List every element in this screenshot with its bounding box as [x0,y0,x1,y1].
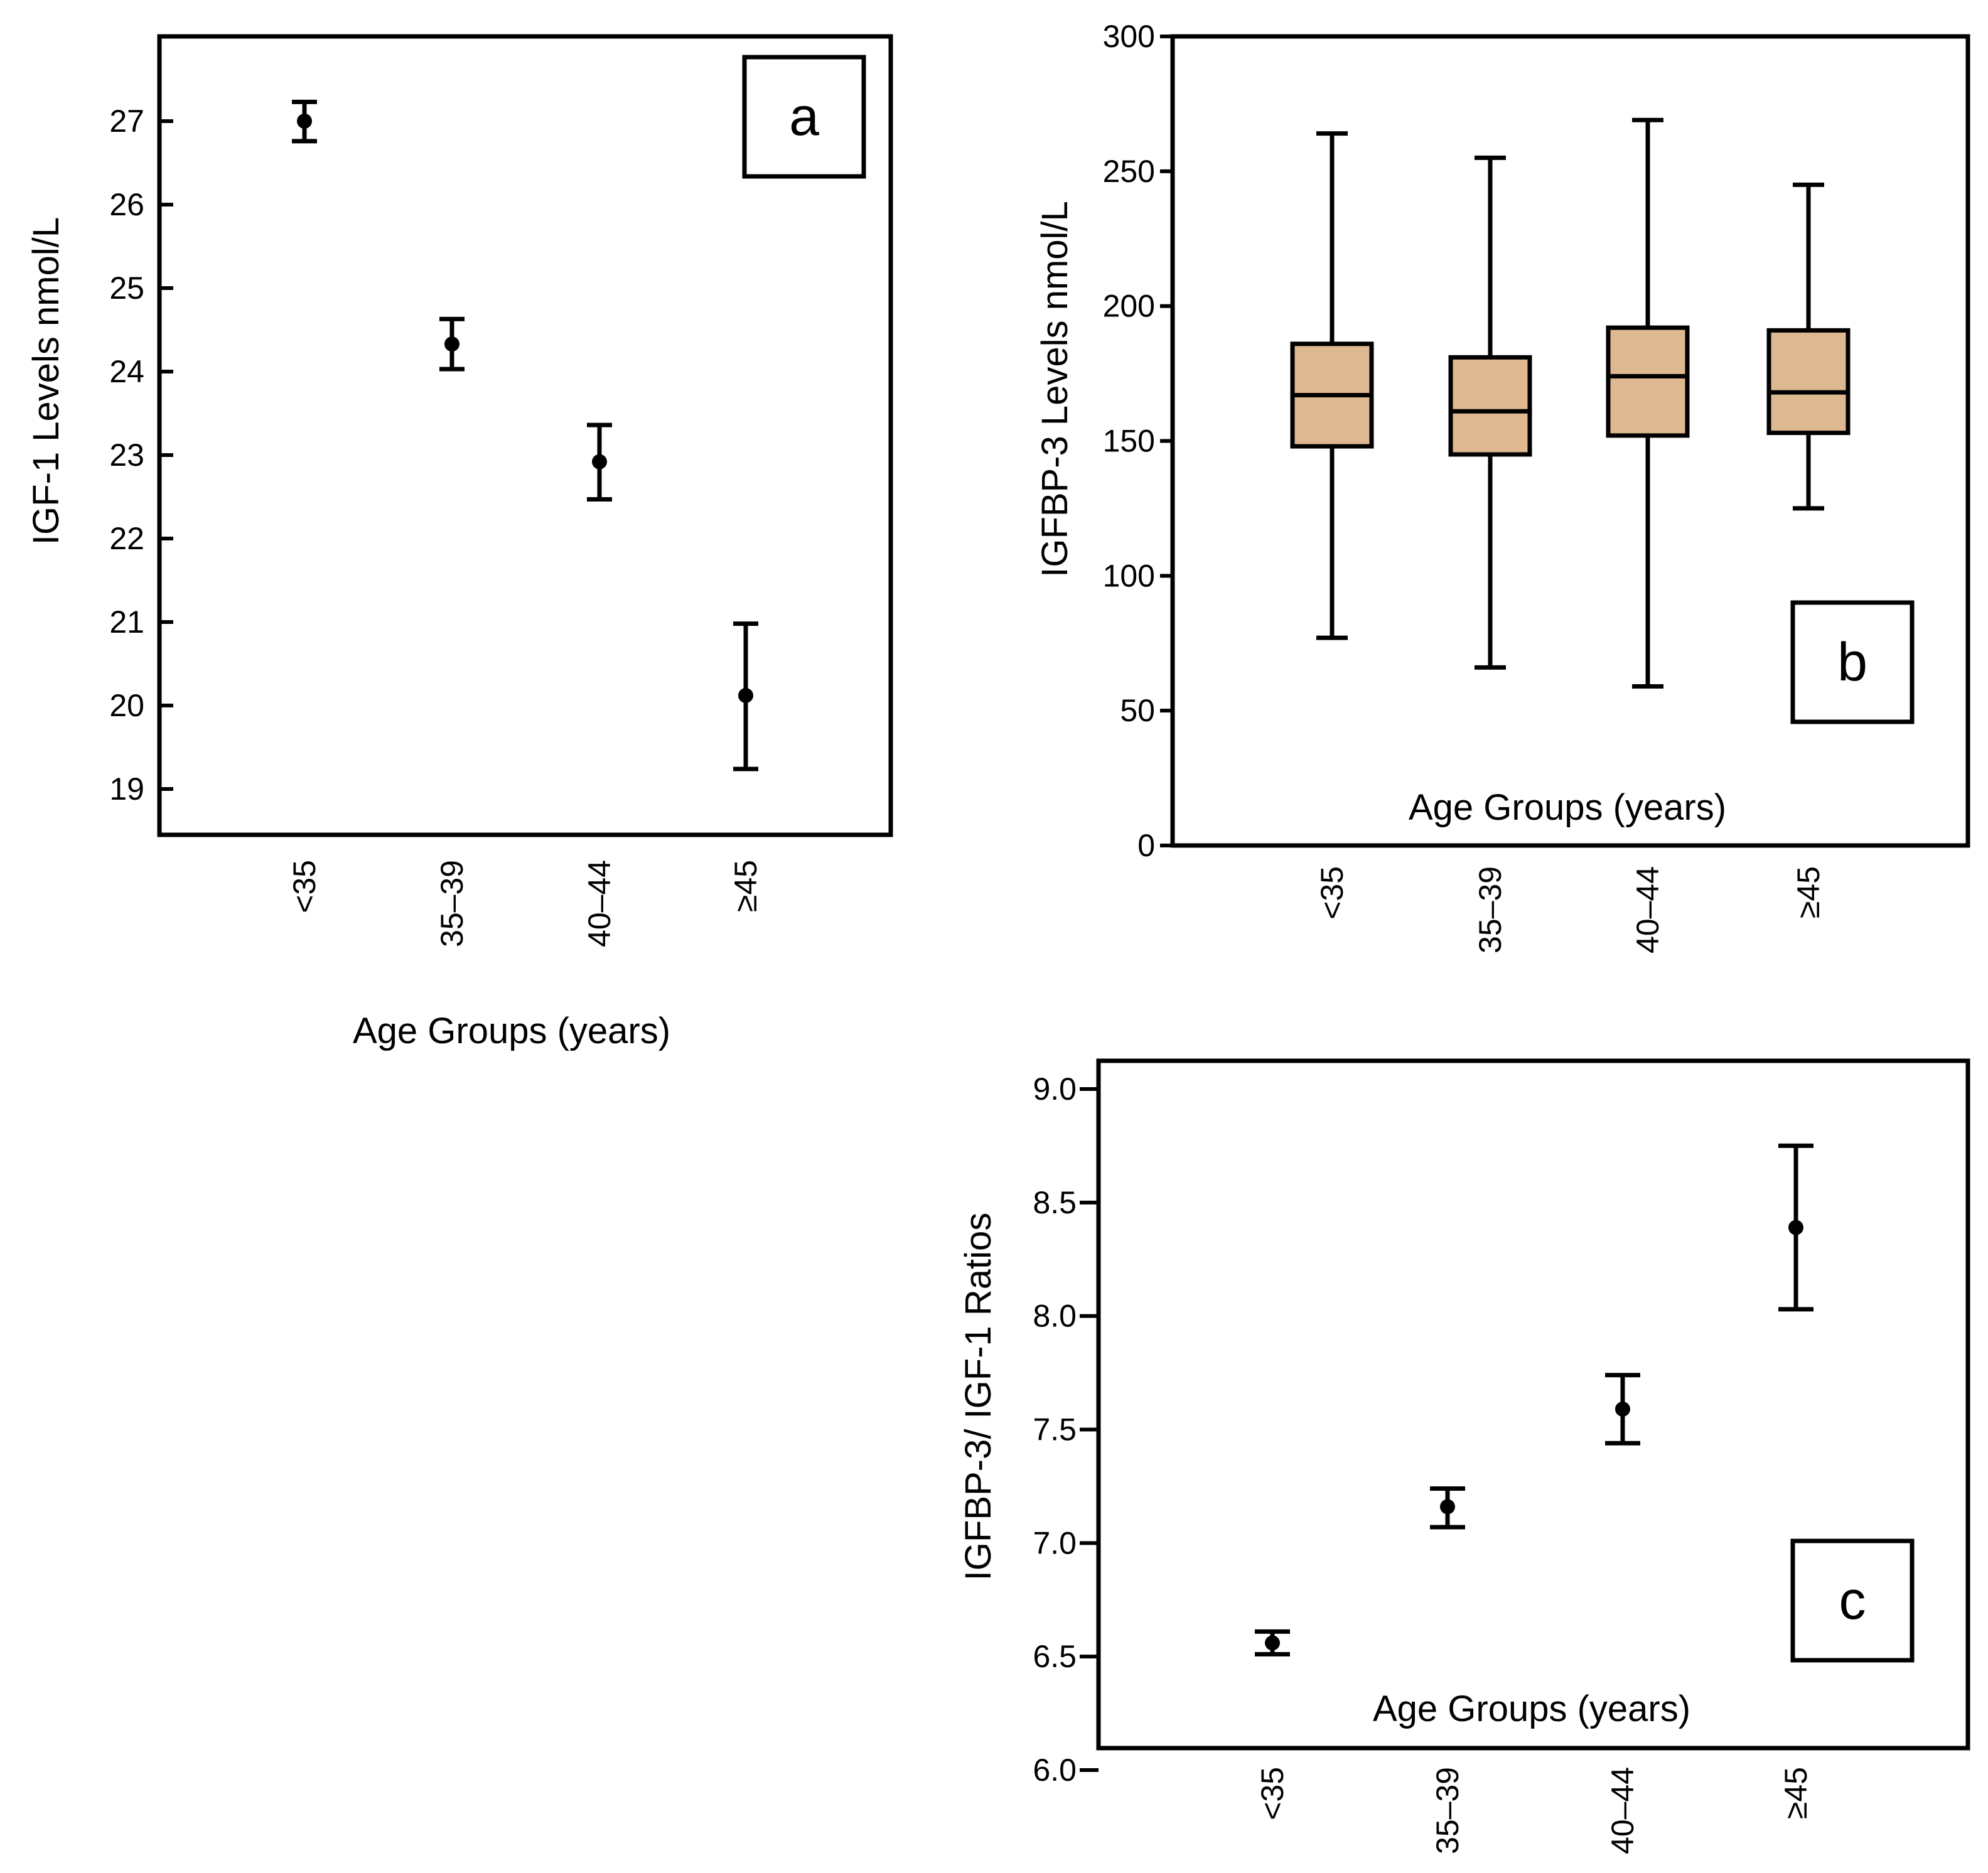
panel-c-plot-frame [1096,1058,1970,1751]
panel-b-box-35-39 [1448,355,1532,457]
panel-b-y-tick-label: 300 [1103,19,1155,54]
panel-b-igfbp3-chart: 0 50 100 150 200 250 300 <35 35–39 40–44 ≥45 IGFB… [1034,19,1970,953]
panel-b-y-tick-label: 100 [1103,558,1155,593]
panel-c-y-tick-label: 8.0 [1033,1299,1077,1334]
panel-a-y-tick-label: 20 [109,688,144,723]
panel-a-y-tick-label: 27 [109,104,144,139]
panel-a-mean-point-40-44 [592,454,607,470]
panel-c-y-tick-label: 7.0 [1033,1525,1077,1560]
panel-b-y-tick-label: 0 [1137,828,1155,863]
panel-a-mean-point-ge45 [738,688,753,704]
panel-b-box-40-44 [1606,325,1690,438]
panel-a-x-tick-label-40-44: 40–44 [582,860,617,947]
panel-c-label-box [1790,1538,1915,1663]
panel-a-mean-point-35-39 [444,336,459,352]
panel-b-data-marks [1290,117,1851,689]
panel-a-y-tick-label: 22 [109,521,144,556]
panel-a-igf1-chart: 19 20 21 22 23 24 25 26 27 <35 35–39 40–44 ≥45 IGF-… [26,34,893,1051]
panel-a-y-tick-label: 21 [109,604,144,640]
panel-a-y-tick-label: 23 [109,437,144,473]
panel-b-x-axis-title: Age Groups (years) [1409,787,1726,828]
panel-c-y-tick-label: 6.0 [1033,1752,1077,1788]
panel-a-x-tick-label-35-39: 35–39 [434,860,470,947]
panel-c-mean-point-40-44 [1615,1401,1630,1417]
panel-a-x-tick-label-lt35: <35 [287,860,322,913]
panel-b-y-tick-label: 200 [1103,289,1155,324]
panel-b-label: b [1837,632,1867,692]
panel-c-x-tick-label-lt35: <35 [1255,1767,1290,1820]
panel-a-y-tick-label: 19 [109,771,144,807]
panel-c-mean-point-lt35 [1265,1635,1280,1651]
panel-a-x-tick-label-ge45: ≥45 [728,860,763,912]
panel-c-y-tick-label: 9.0 [1033,1071,1077,1107]
panel-b-y-axis: 0 50 100 150 200 250 300 [1103,19,1173,863]
panel-c-data-marks [1255,1143,1813,1657]
panel-b-x-tick-label-40-44: 40–44 [1630,866,1665,953]
panel-c-y-axis: 6.0 6.5 7.0 7.5 8.0 8.5 9.0 [1033,1071,1099,1788]
panel-a-x-axis-title: Age Groups (years) [353,1011,670,1051]
panel-c-x-tick-label-ge45: ≥45 [1778,1767,1813,1819]
panel-b-x-tick-label-35-39: 35–39 [1473,866,1508,953]
panel-b-x-tick-label-lt35: <35 [1314,866,1350,920]
panel-b-x-axis: <35 35–39 40–44 ≥45 [1314,866,1826,953]
panel-a-plot-frame [157,34,893,837]
panel-b-box-ge45 [1766,328,1851,436]
panel-b-x-tick-label-ge45: ≥45 [1791,866,1826,918]
panel-a-y-tick-label: 24 [109,354,144,389]
panel-c-y-tick-label: 8.5 [1033,1185,1077,1220]
panel-a-x-axis: <35 35–39 40–44 ≥45 [287,860,763,947]
panel-c-x-tick-label-35-39: 35–39 [1430,1767,1465,1854]
panel-c-y-axis-title: IGFBP-3/ IGF-1 Ratios [958,1213,999,1581]
panel-c-x-axis: <35 35–39 40–44 ≥45 [1255,1767,1813,1854]
panel-c-y-tick-label: 6.5 [1033,1639,1077,1674]
panel-a-label: a [789,87,819,147]
panel-a-y-axis-title: IGF-1 Levels nmol/L [26,217,67,545]
panel-c-x-tick-label-40-44: 40–44 [1605,1767,1640,1854]
panel-a-y-tick-label: 25 [109,271,144,306]
panel-b-y-tick-label: 50 [1120,693,1155,728]
panel-c-y-tick-label: 7.5 [1033,1412,1077,1447]
panel-b-y-tick-label: 150 [1103,424,1155,459]
panel-c-mean-point-ge45 [1788,1220,1803,1235]
panel-a-label-box [742,55,866,179]
panel-b-y-tick-label: 250 [1103,154,1155,189]
panel-a-data-marks [292,99,758,771]
panel-c-label: c [1839,1570,1866,1631]
panel-b-label-box [1790,600,1915,724]
panel-c-ratio-chart: 6.0 6.5 7.0 7.5 8.0 8.5 9.0 <35 35–39 40–44 ≥45 I… [958,1058,1970,1854]
panel-a-mean-point-lt35 [297,114,312,129]
panel-c-x-axis-title: Age Groups (years) [1373,1688,1690,1729]
panel-c-mean-point-35-39 [1440,1499,1455,1515]
panel-a-y-axis: 19 20 21 22 23 24 25 26 27 [109,104,173,807]
panel-b-y-axis-title: IGFBP-3 Levels nmol/L [1034,201,1075,577]
panel-a-y-tick-label: 26 [109,187,144,222]
